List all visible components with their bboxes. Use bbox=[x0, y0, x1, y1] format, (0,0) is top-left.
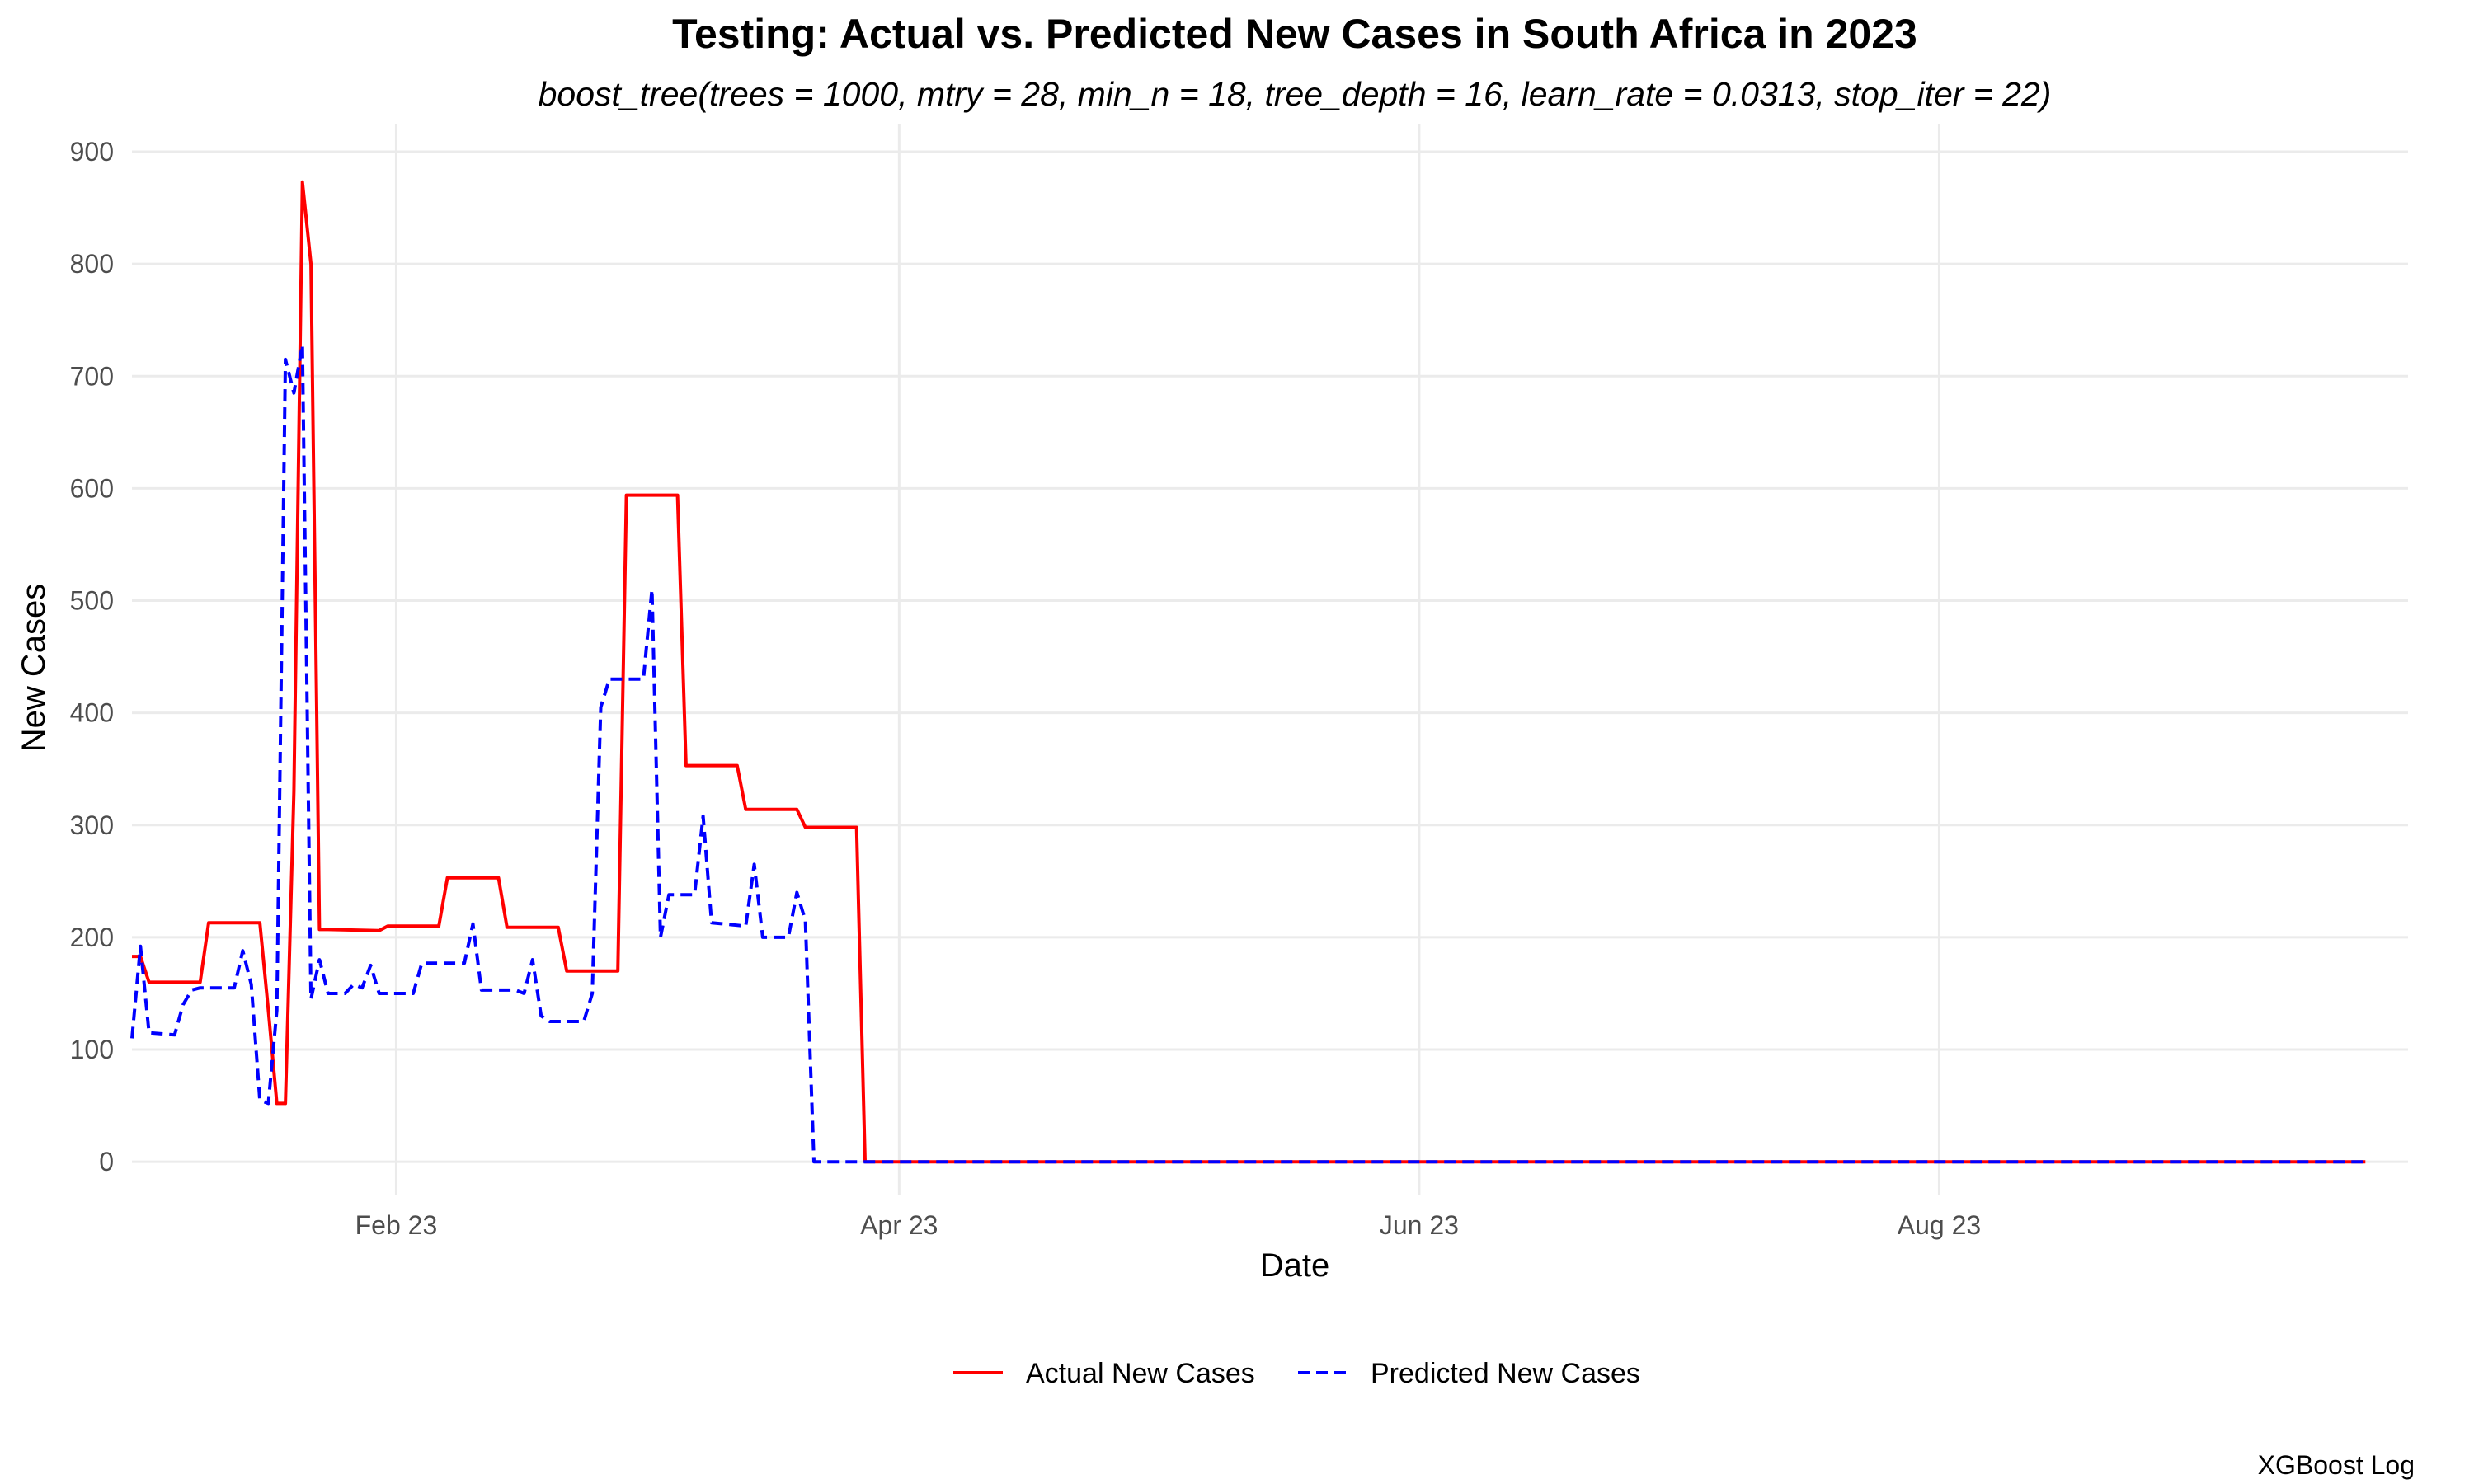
y-tick-label: 300 bbox=[70, 810, 114, 840]
y-tick-label: 800 bbox=[70, 249, 114, 279]
y-axis-title: New Cases bbox=[16, 584, 52, 753]
y-tick-label: 0 bbox=[99, 1147, 114, 1176]
series-lines bbox=[130, 180, 2366, 1164]
legend-label-predicted: Predicted New Cases bbox=[1371, 1358, 1640, 1389]
x-axis-ticks: Feb 23 Apr 23 Jun 23 Aug 23 bbox=[355, 1210, 1982, 1240]
caption: XGBoost Log bbox=[2258, 1450, 2415, 1480]
y-tick-label: 500 bbox=[70, 586, 114, 616]
y-tick-label: 700 bbox=[70, 361, 114, 391]
x-tick-label: Feb 23 bbox=[355, 1210, 438, 1240]
legend-label-actual: Actual New Cases bbox=[1026, 1358, 1255, 1389]
legend: Actual New Cases Predicted New Cases bbox=[953, 1358, 1640, 1389]
series-line-predicted bbox=[130, 343, 2366, 1164]
x-axis-title: Date bbox=[1260, 1247, 1330, 1284]
chart-subtitle: boost_tree(trees = 1000, mtry = 28, min_… bbox=[539, 75, 2052, 113]
chart-title: Testing: Actual vs. Predicted New Cases … bbox=[672, 11, 1917, 57]
y-tick-label: 600 bbox=[70, 473, 114, 503]
y-tick-label: 900 bbox=[70, 137, 114, 167]
x-tick-label: Apr 23 bbox=[860, 1210, 938, 1240]
y-tick-label: 200 bbox=[70, 923, 114, 952]
series-line-actual bbox=[132, 180, 2366, 1164]
y-axis-ticks: 0 100 200 300 400 500 600 700 800 900 bbox=[70, 137, 114, 1176]
y-tick-label: 400 bbox=[70, 698, 114, 728]
x-tick-label: Jun 23 bbox=[1380, 1210, 1459, 1240]
y-tick-label: 100 bbox=[70, 1035, 114, 1064]
x-tick-label: Aug 23 bbox=[1898, 1210, 1981, 1240]
grid-lines bbox=[132, 124, 2408, 1195]
